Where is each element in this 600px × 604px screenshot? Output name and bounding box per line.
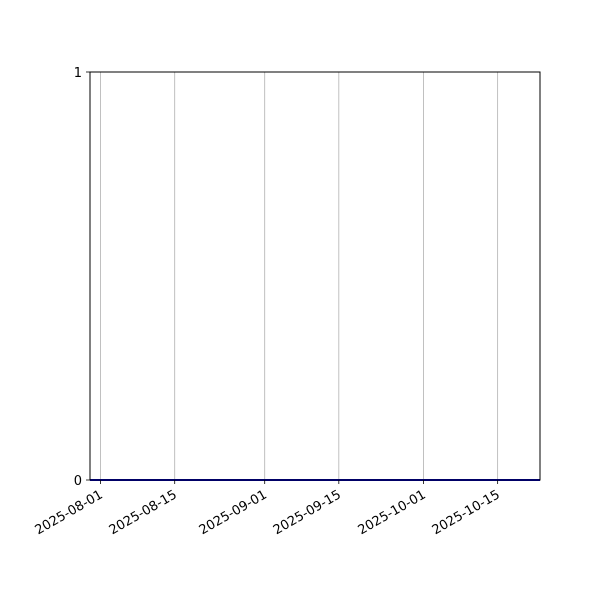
x-tick-label: 2025-09-01 [197,487,270,538]
x-tick-label: 2025-08-01 [33,487,106,538]
x-tick-label: 2025-08-15 [107,487,180,538]
plot-frame [89,71,541,481]
x-tick-label: 2025-10-15 [430,487,503,538]
y-tick-label: 0 [74,474,82,489]
x-tick-label: 2025-09-15 [271,487,344,538]
x-tick-label: 2025-10-01 [356,487,429,538]
y-axis: 01 [74,66,90,489]
grid [100,72,499,480]
x-axis: 2025-08-01 2025-08-15 2025-09-01 2025-09-15… [33,480,503,538]
y-tick-label: 1 [74,66,82,81]
